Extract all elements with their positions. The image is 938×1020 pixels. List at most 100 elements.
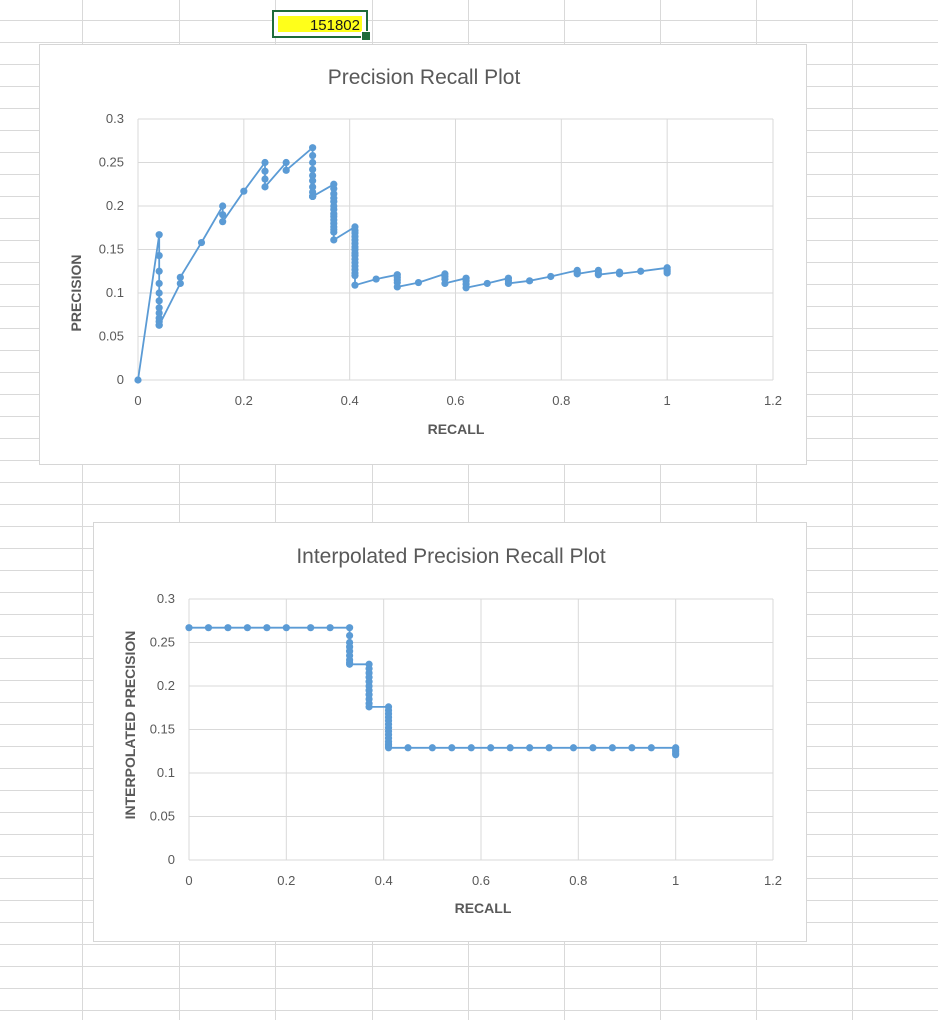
chart-title: Precision Recall Plot [328,66,521,89]
data-point [365,703,373,711]
x-tick-label: 0.8 [552,393,570,408]
precision-recall-chart-svg: Precision Recall Plot RECALL PRECISION 0… [68,66,782,437]
y-tick-label: 0 [117,372,124,387]
y-tick-label: 0.2 [157,678,175,693]
data-point [309,158,317,167]
x-axis-title: RECALL [428,421,485,437]
data-point [155,231,163,239]
data-point [506,744,514,752]
data-point [263,624,271,632]
x-tick-label: 0.4 [341,393,359,408]
data-point [608,744,617,752]
x-tick-label: 0.2 [277,873,295,888]
x-tick-label: 1 [672,873,679,888]
data-point [261,158,269,167]
data-point [483,279,491,288]
data-point [330,185,338,193]
y-tick-label: 0.15 [99,242,124,257]
x-tick-label: 0.2 [235,393,253,408]
precision-recall-chart[interactable]: Precision Recall Plot RECALL PRECISION 0… [39,44,807,465]
data-point [428,744,436,752]
data-point [219,211,227,219]
data-point [309,151,317,160]
data-point [330,236,338,244]
data-point [545,744,553,752]
data-point [155,289,163,297]
data-point [414,278,423,287]
data-point [615,270,624,278]
data-point [155,309,163,317]
interpolated-precision-recall-chart-svg: Interpolated Precision Recall Plot RECAL… [122,545,782,916]
data-point [346,660,354,668]
data-point [240,187,248,195]
data-point [573,270,581,278]
data-point [526,744,534,752]
data-point [547,272,555,281]
data-point [672,751,680,759]
y-tick-label: 0.05 [150,809,175,824]
y-tick-label: 0.25 [150,635,175,650]
data-point [219,218,227,226]
fill-handle[interactable] [361,31,371,41]
data-point [404,744,412,752]
y-tick-label: 0.05 [99,329,124,344]
y-tick-label: 0.3 [157,591,175,606]
data-point [594,271,602,279]
y-tick-label: 0 [168,852,175,867]
data-point [637,267,645,275]
data-point [487,744,495,752]
data-point [351,281,359,289]
interpolated-precision-recall-chart[interactable]: Interpolated Precision Recall Plot RECAL… [93,522,807,942]
data-point [155,321,163,329]
selected-cell[interactable]: 151802 [272,10,371,41]
data-point [282,158,290,167]
y-tick-label: 0.1 [106,285,124,300]
data-point [384,744,393,752]
data-point [309,183,317,191]
data-point [261,175,269,183]
x-tick-label: 0.8 [569,873,587,888]
series-line [137,145,669,381]
x-tick-label: 1.2 [764,393,782,408]
data-point [351,272,359,280]
x-tick-label: 0.6 [472,873,490,888]
data-point [176,273,184,281]
data-point [261,183,269,191]
data-point [176,279,184,288]
y-axis-title: INTERPOLATED PRECISION [122,631,138,820]
data-point [197,238,206,247]
data-point [309,144,317,152]
data-point [448,744,456,752]
data-point [462,284,470,292]
data-point [372,275,380,283]
data-point [261,167,269,175]
x-tick-label: 0.6 [446,393,464,408]
data-point [243,624,251,632]
data-point [504,279,513,288]
data-point [467,744,475,752]
data-point [330,228,338,236]
data-point [224,624,232,632]
data-point [219,202,227,210]
data-point [647,744,655,752]
cell-highlight-fill [278,16,362,32]
data-point [326,624,334,632]
y-tick-label: 0.15 [150,722,175,737]
y-tick-label: 0.2 [106,198,124,213]
data-point [441,279,449,288]
data-point [185,624,193,632]
x-tick-label: 1.2 [764,873,782,888]
data-point [204,624,213,632]
data-point [628,744,636,752]
data-point [134,376,142,384]
selected-cell-value: 151802 [309,17,360,34]
chart-title: Interpolated Precision Recall Plot [296,545,605,568]
data-point [346,631,354,640]
y-tick-label: 0.3 [106,111,124,126]
series-line [189,626,677,755]
y-axis-title: PRECISION [68,254,84,331]
data-point [155,251,163,260]
data-point [155,304,163,312]
x-tick-label: 1 [664,393,671,408]
x-tick-label: 0.4 [375,873,393,888]
